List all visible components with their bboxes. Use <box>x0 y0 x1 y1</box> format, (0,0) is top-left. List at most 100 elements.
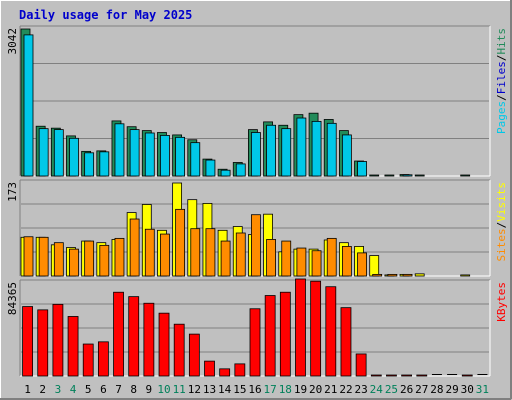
legend-entry: Files <box>495 61 508 94</box>
x-tick-label-day-13: 13 <box>203 383 216 396</box>
bar-sites-day-18 <box>281 240 292 277</box>
legend-entry: Visits <box>495 182 508 222</box>
bar-hits-day-25 <box>384 174 395 177</box>
x-tick-label-day-15: 15 <box>233 383 246 396</box>
bar-kbytes-day-28 <box>431 374 442 375</box>
bar-kbytes-day-1 <box>22 306 33 377</box>
bar-sites-day-8 <box>129 218 140 277</box>
x-tick-label-day-25: 25 <box>385 383 398 396</box>
bar-files-day-18 <box>281 128 292 177</box>
x-tick-label-day-28: 28 <box>430 383 443 396</box>
x-tick-label-day-17: 17 <box>264 383 277 396</box>
bar-visits-day-24 <box>369 255 380 277</box>
bar-files-day-13 <box>205 159 216 177</box>
bar-files-day-8 <box>129 129 140 177</box>
bar-files-day-1 <box>23 34 34 177</box>
bar-sites-day-14 <box>220 240 231 277</box>
bar-kbytes-day-8 <box>128 296 140 377</box>
bar-sites-day-22 <box>341 246 352 277</box>
bar-kbytes-day-14 <box>219 368 231 377</box>
x-tick-label-day-2: 2 <box>39 383 46 396</box>
x-tick-label-day-9: 9 <box>146 383 153 396</box>
bar-visits-day-27 <box>414 273 425 277</box>
bar-sites-day-4 <box>69 248 79 277</box>
bar-sites-day-10 <box>160 233 170 277</box>
bar-sites-day-11 <box>175 208 186 277</box>
bar-sites-day-23 <box>357 252 367 277</box>
bar-files-day-15 <box>235 163 246 177</box>
bar-sites-day-2 <box>38 236 49 277</box>
bar-kbytes-day-18 <box>279 291 291 377</box>
x-tick-label-day-22: 22 <box>339 383 352 396</box>
bar-sites-day-7 <box>114 237 125 277</box>
bar-visits-day-30 <box>460 274 471 277</box>
bar-files-day-3 <box>53 129 64 177</box>
x-tick-label-day-27: 27 <box>415 383 428 396</box>
legend: Sites/Visits <box>495 182 508 262</box>
bar-sites-day-5 <box>84 240 95 277</box>
legend-entry: Hits <box>495 28 508 55</box>
bar-kbytes-day-31 <box>477 374 488 375</box>
x-tick-label-day-24: 24 <box>370 383 384 396</box>
x-tick-label-day-8: 8 <box>130 383 137 396</box>
x-tick-label-day-1: 1 <box>24 383 31 396</box>
bar-files-day-23 <box>357 161 367 177</box>
bar-files-day-4 <box>69 137 79 177</box>
bar-kbytes-day-25 <box>386 374 397 377</box>
x-tick-label-day-12: 12 <box>188 383 201 396</box>
legend-entry: Pages <box>495 101 508 134</box>
bar-kbytes-day-16 <box>249 308 261 377</box>
x-tick-label-day-14: 14 <box>218 383 232 396</box>
bar-sites-day-6 <box>99 244 110 277</box>
bar-kbytes-day-30 <box>461 374 473 377</box>
bar-kbytes-day-13 <box>204 360 215 377</box>
bar-files-day-19 <box>296 117 307 177</box>
bar-files-day-5 <box>84 152 95 177</box>
bar-kbytes-day-29 <box>447 374 458 375</box>
bar-kbytes-day-9 <box>143 302 155 377</box>
x-tick-label-day-20: 20 <box>309 383 322 396</box>
bar-hits-day-30 <box>460 174 471 177</box>
x-tick-label-day-23: 23 <box>355 383 368 396</box>
bar-files-day-6 <box>99 151 110 177</box>
bar-kbytes-day-10 <box>158 312 170 377</box>
bar-files-day-26 <box>402 174 413 177</box>
x-tick-label-day-31: 31 <box>476 383 489 396</box>
bar-kbytes-day-19 <box>295 278 306 377</box>
bar-sites-day-25 <box>387 273 398 277</box>
x-tick-label-day-7: 7 <box>115 383 122 396</box>
x-tick-label-day-10: 10 <box>157 383 170 396</box>
x-tick-label-day-19: 19 <box>294 383 307 396</box>
bar-sites-day-17 <box>266 239 276 277</box>
legend: Pages/Files/Hits <box>495 28 508 134</box>
bar-sites-day-9 <box>144 228 155 277</box>
bar-sites-day-16 <box>251 214 261 277</box>
x-tick-label-day-30: 30 <box>461 383 474 396</box>
legend: KBytes <box>495 282 508 322</box>
x-tick-label-day-11: 11 <box>173 383 186 396</box>
x-tick-label-day-6: 6 <box>100 383 107 396</box>
x-tick-label-day-26: 26 <box>400 383 413 396</box>
bar-sites-day-3 <box>53 242 64 277</box>
legend-separator: / <box>495 55 508 62</box>
bar-files-day-10 <box>160 135 170 177</box>
bar-kbytes-day-7 <box>113 291 124 377</box>
x-tick-label-day-18: 18 <box>279 383 292 396</box>
bar-sites-day-13 <box>205 228 216 277</box>
bar-files-day-9 <box>144 132 155 177</box>
bar-kbytes-day-6 <box>97 341 109 377</box>
legend-entry: Sites <box>495 228 508 261</box>
bar-kbytes-day-5 <box>82 343 94 377</box>
bar-kbytes-day-3 <box>52 303 64 377</box>
bar-sites-day-12 <box>190 228 201 277</box>
x-tick-label-day-3: 3 <box>55 383 62 396</box>
bar-files-day-12 <box>190 142 201 177</box>
bar-kbytes-day-12 <box>188 333 200 377</box>
bar-sites-day-24 <box>372 273 383 277</box>
x-tick-label-day-29: 29 <box>445 383 458 396</box>
bar-files-day-16 <box>251 132 261 177</box>
x-tick-label-day-16: 16 <box>248 383 261 396</box>
bar-sites-day-20 <box>311 250 322 277</box>
bar-kbytes-day-23 <box>355 353 367 377</box>
